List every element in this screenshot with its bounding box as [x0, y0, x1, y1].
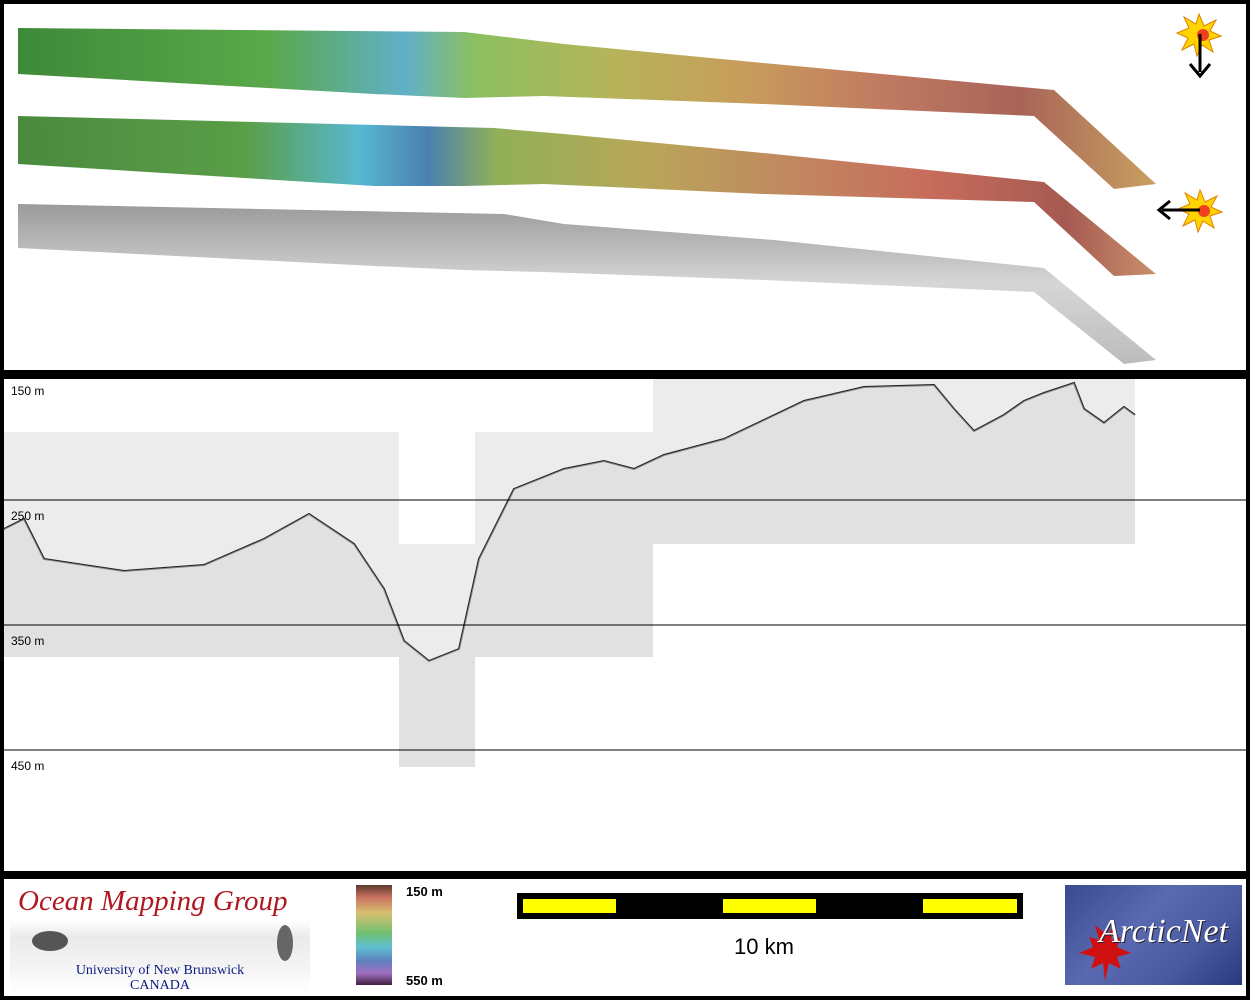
arcticnet-logo: ArcticNet: [1065, 885, 1242, 985]
scale-segment: [923, 899, 1017, 913]
scale-label: 10 km: [734, 934, 794, 959]
omg-logo-title: Ocean Mapping Group: [18, 885, 288, 917]
colorbar-top-label: 150 m: [406, 884, 443, 899]
omg-logo-university: University of New Brunswick: [75, 963, 245, 978]
sub-bottom-profile: [4, 379, 1246, 767]
omg-logo-graphic: [32, 925, 293, 961]
maple-leaf-icon: [1079, 925, 1131, 981]
map-strips: [18, 12, 1224, 364]
scale-segment: [723, 899, 816, 913]
map-panel: [4, 4, 1246, 370]
bathymetry-strip-2: [18, 116, 1156, 276]
bathymetry-strip-1: [18, 28, 1156, 189]
profile-panel: 150 m 250 m 350 m 450 m: [4, 379, 1246, 871]
depth-label-450: 450 m: [11, 759, 45, 773]
omg-logo-country: CANADA: [130, 978, 190, 993]
depth-label-150: 150 m: [11, 384, 45, 398]
depth-label-350: 350 m: [11, 634, 45, 648]
arrow-left-icon: [1156, 199, 1200, 221]
depth-colorbar: [356, 885, 392, 985]
arcticnet-logo-text: ArcticNet: [1099, 913, 1229, 950]
colorbar-bottom-label: 550 m: [406, 973, 443, 988]
ocean-mapping-group-logo: Ocean Mapping Group University of New Br…: [10, 881, 310, 993]
footer-panel: Ocean Mapping Group University of New Br…: [4, 879, 1246, 996]
arrow-down-icon: [1188, 34, 1212, 79]
backscatter-strip: [18, 204, 1156, 364]
scale-bar: [517, 893, 1023, 919]
depth-label-250: 250 m: [11, 509, 45, 523]
scale-segment: [523, 899, 616, 913]
